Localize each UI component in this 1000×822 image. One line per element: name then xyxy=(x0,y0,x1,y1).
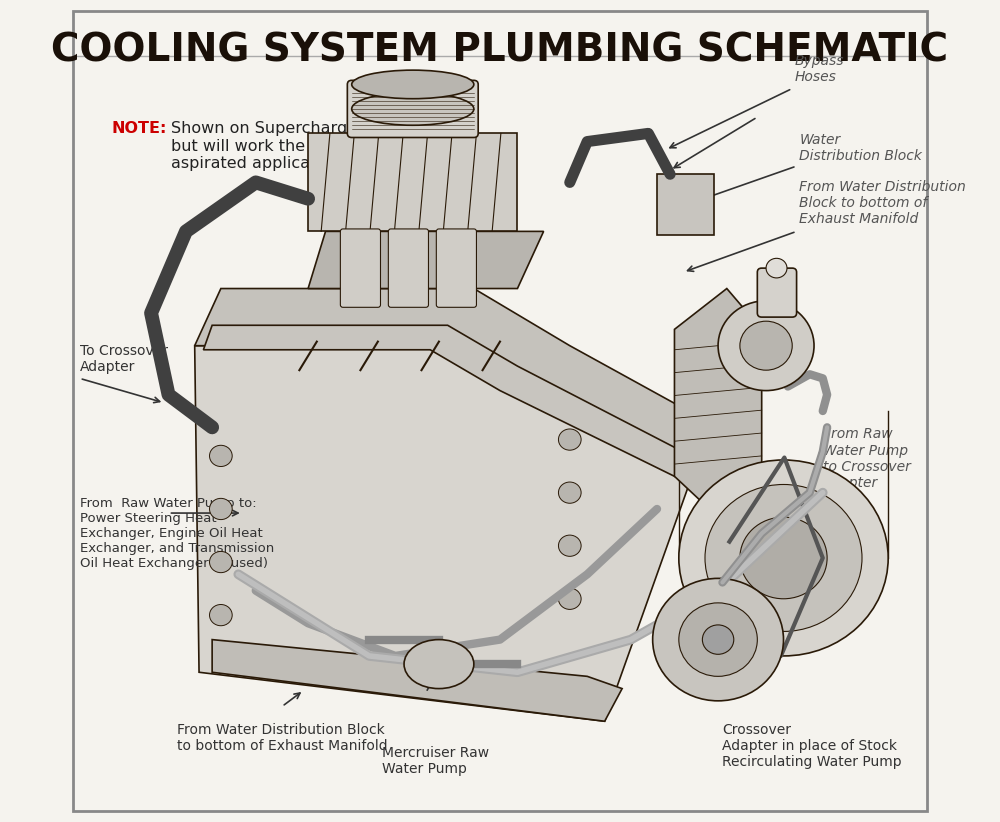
Text: From Water Distribution Block
to bottom of Exhaust Manifold: From Water Distribution Block to bottom … xyxy=(177,723,388,753)
FancyBboxPatch shape xyxy=(436,229,476,307)
FancyBboxPatch shape xyxy=(757,268,797,317)
Text: COOLING SYSTEM PLUMBING SCHEMATIC: COOLING SYSTEM PLUMBING SCHEMATIC xyxy=(51,31,949,69)
Text: From  Raw Water Pump to:
Power Steering Heat
Exchanger, Engine Oil Heat
Exchange: From Raw Water Pump to: Power Steering H… xyxy=(80,496,274,570)
Circle shape xyxy=(558,535,581,556)
Ellipse shape xyxy=(352,70,474,99)
FancyBboxPatch shape xyxy=(657,174,714,235)
Circle shape xyxy=(558,429,581,450)
Circle shape xyxy=(558,482,581,503)
Circle shape xyxy=(705,484,862,631)
Circle shape xyxy=(210,498,232,520)
Text: Mercruiser Raw
Water Pump: Mercruiser Raw Water Pump xyxy=(382,746,489,776)
FancyBboxPatch shape xyxy=(388,229,428,307)
Circle shape xyxy=(558,589,581,609)
Text: Bypass
Hoses: Bypass Hoses xyxy=(795,54,844,85)
Text: Crossover
Adapter in place of Stock
Recirculating Water Pump: Crossover Adapter in place of Stock Reci… xyxy=(722,723,902,769)
Circle shape xyxy=(718,301,814,390)
Text: From Water Distribution
Block to bottom of
Exhaust Manifold: From Water Distribution Block to bottom … xyxy=(799,180,966,227)
FancyBboxPatch shape xyxy=(340,229,380,307)
Circle shape xyxy=(210,446,232,467)
Polygon shape xyxy=(674,289,762,525)
Circle shape xyxy=(679,460,888,656)
Polygon shape xyxy=(308,133,517,231)
Ellipse shape xyxy=(352,93,474,125)
Text: Water
Distribution Block: Water Distribution Block xyxy=(799,132,922,163)
Circle shape xyxy=(766,258,787,278)
Text: To Crossover
Adapter: To Crossover Adapter xyxy=(80,344,168,374)
Circle shape xyxy=(740,517,827,598)
Text: NOTE:: NOTE: xyxy=(112,121,167,136)
Polygon shape xyxy=(212,640,622,721)
Polygon shape xyxy=(308,231,544,289)
Text: Shown on Supercharged application,
but will work the same on naturally
aspirated: Shown on Supercharged application, but w… xyxy=(171,121,467,171)
Circle shape xyxy=(740,321,792,370)
Circle shape xyxy=(210,552,232,573)
Circle shape xyxy=(210,604,232,626)
Circle shape xyxy=(653,579,784,701)
Ellipse shape xyxy=(404,640,474,689)
FancyBboxPatch shape xyxy=(347,81,478,137)
FancyBboxPatch shape xyxy=(73,11,927,811)
Polygon shape xyxy=(195,289,718,476)
Polygon shape xyxy=(195,346,692,721)
Polygon shape xyxy=(203,326,683,476)
Circle shape xyxy=(702,625,734,654)
Circle shape xyxy=(679,603,757,677)
Text: From Raw
Water Pump
to Crossover
Adapter: From Raw Water Pump to Crossover Adapter xyxy=(823,427,911,490)
